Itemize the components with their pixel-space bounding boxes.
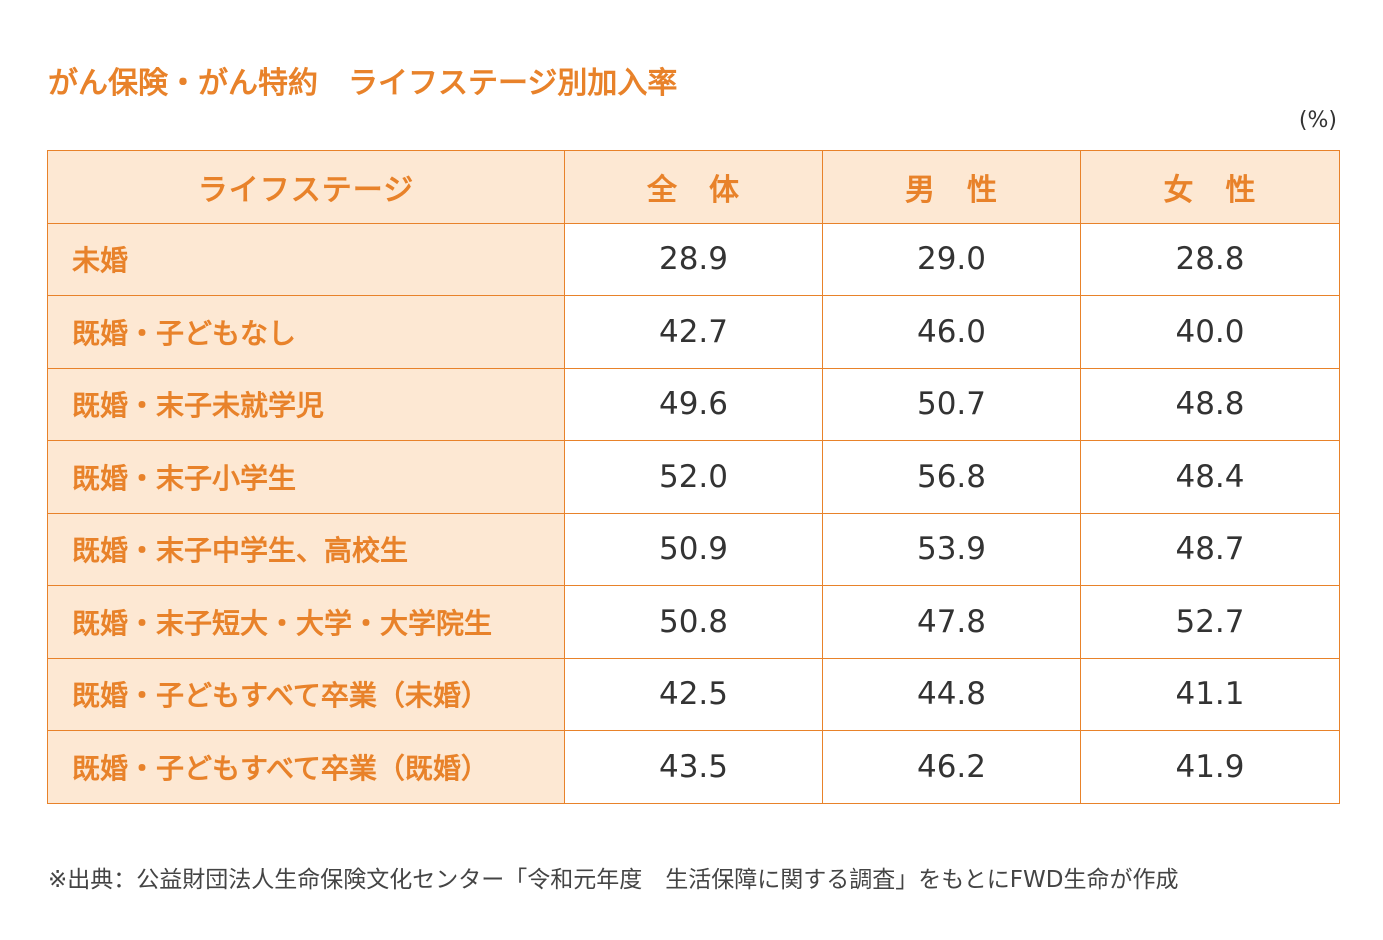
male-cell: 56.8 <box>822 440 1081 514</box>
male-cell: 46.2 <box>822 730 1081 804</box>
male-cell: 47.8 <box>822 585 1081 659</box>
total-cell: 50.8 <box>564 585 823 659</box>
life-stage-cell: 既婚・末子中学生、高校生 <box>47 512 565 586</box>
total-cell: 49.6 <box>564 367 823 441</box>
total-cell: 52.0 <box>564 440 823 514</box>
table-row: 既婚・末子中学生、高校生 50.9 53.9 48.7 <box>47 512 1340 586</box>
table-row: 既婚・子どもすべて卒業（未婚） 42.5 44.8 41.1 <box>47 657 1340 731</box>
female-cell: 41.9 <box>1080 730 1340 804</box>
male-cell: 44.8 <box>822 657 1081 731</box>
male-cell: 29.0 <box>822 222 1081 296</box>
female-cell: 48.7 <box>1080 512 1340 586</box>
female-cell: 41.1 <box>1080 657 1340 731</box>
total-cell: 42.5 <box>564 657 823 731</box>
life-stage-cell: 既婚・子どもなし <box>47 295 565 369</box>
table-row: 既婚・子どもなし 42.7 46.0 40.0 <box>47 295 1340 369</box>
table-header-row: ライフステージ 全 体 男 性 女 性 <box>47 150 1340 224</box>
page-title: がん保険・がん特約 ライフステージ別加入率 <box>48 66 678 101</box>
enrollment-rate-table: ライフステージ 全 体 男 性 女 性 未婚 28.9 29.0 28.8 既婚… <box>47 150 1340 804</box>
life-stage-cell: 未婚 <box>47 222 565 296</box>
life-stage-cell: 既婚・子どもすべて卒業（未婚） <box>47 657 565 731</box>
table-row: 既婚・子どもすべて卒業（既婚） 43.5 46.2 41.9 <box>47 730 1340 804</box>
male-cell: 53.9 <box>822 512 1081 586</box>
table-row: 既婚・末子未就学児 49.6 50.7 48.8 <box>47 367 1340 441</box>
life-stage-cell: 既婚・末子小学生 <box>47 440 565 514</box>
total-cell: 43.5 <box>564 730 823 804</box>
table-row: 既婚・末子短大・大学・大学院生 50.8 47.8 52.7 <box>47 585 1340 659</box>
male-cell: 50.7 <box>822 367 1081 441</box>
female-cell: 48.4 <box>1080 440 1340 514</box>
table-row: 既婚・末子小学生 52.0 56.8 48.4 <box>47 440 1340 514</box>
female-cell: 48.8 <box>1080 367 1340 441</box>
header-life-stage: ライフステージ <box>47 150 565 224</box>
table-row: 未婚 28.9 29.0 28.8 <box>47 222 1340 296</box>
female-cell: 40.0 <box>1080 295 1340 369</box>
total-cell: 50.9 <box>564 512 823 586</box>
total-cell: 28.9 <box>564 222 823 296</box>
life-stage-cell: 既婚・末子短大・大学・大学院生 <box>47 585 565 659</box>
female-cell: 52.7 <box>1080 585 1340 659</box>
total-cell: 42.7 <box>564 295 823 369</box>
source-note: ※出典：公益財団法人生命保険文化センター「令和元年度 生活保障に関する調査」をも… <box>48 867 1179 893</box>
male-cell: 46.0 <box>822 295 1081 369</box>
header-male: 男 性 <box>822 150 1081 224</box>
unit-label: (%) <box>1298 108 1337 133</box>
female-cell: 28.8 <box>1080 222 1340 296</box>
header-female: 女 性 <box>1080 150 1340 224</box>
life-stage-cell: 既婚・末子未就学児 <box>47 367 565 441</box>
header-total: 全 体 <box>564 150 823 224</box>
life-stage-cell: 既婚・子どもすべて卒業（既婚） <box>47 730 565 804</box>
